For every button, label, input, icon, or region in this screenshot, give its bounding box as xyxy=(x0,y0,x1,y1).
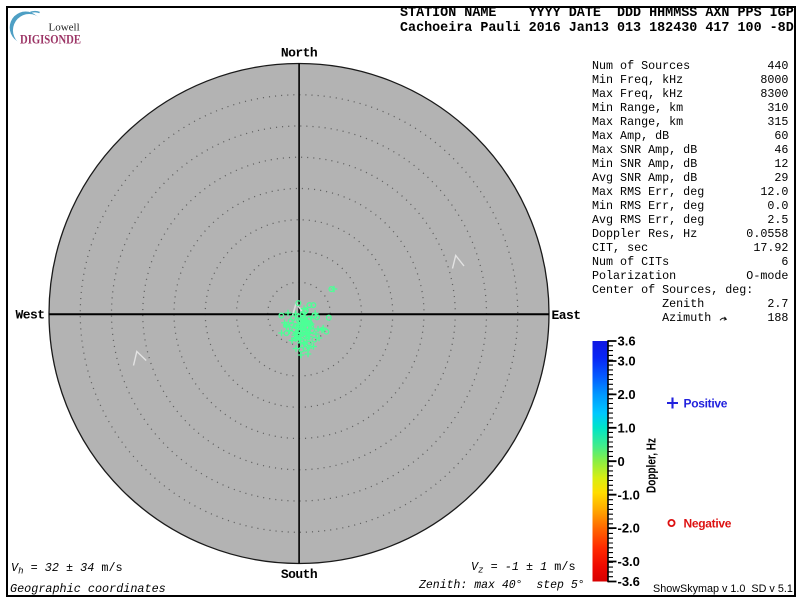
svg-text:DIGISONDE: DIGISONDE xyxy=(20,32,81,47)
svg-text:1.0: 1.0 xyxy=(618,420,636,435)
svg-text:-1.0: -1.0 xyxy=(618,487,640,502)
svg-text:2.0: 2.0 xyxy=(618,387,636,402)
svg-text:Positive: Positive xyxy=(684,397,728,411)
svg-text:-3.0: -3.0 xyxy=(618,554,640,569)
svg-text:Negative: Negative xyxy=(684,517,732,531)
svg-text:West: West xyxy=(15,308,44,323)
svg-text:-2.0: -2.0 xyxy=(618,521,640,536)
svg-text:Lowell: Lowell xyxy=(49,22,80,34)
svg-text:Doppler, Hz: Doppler, Hz xyxy=(644,438,659,493)
svg-text:3.6: 3.6 xyxy=(618,334,636,349)
svg-text:0: 0 xyxy=(618,454,625,469)
svg-text:3.0: 3.0 xyxy=(618,354,636,369)
svg-text:East: East xyxy=(552,308,581,323)
svg-text:-3.6: -3.6 xyxy=(618,574,640,589)
svg-text:South: South xyxy=(281,567,318,582)
svg-text:North: North xyxy=(281,46,318,61)
